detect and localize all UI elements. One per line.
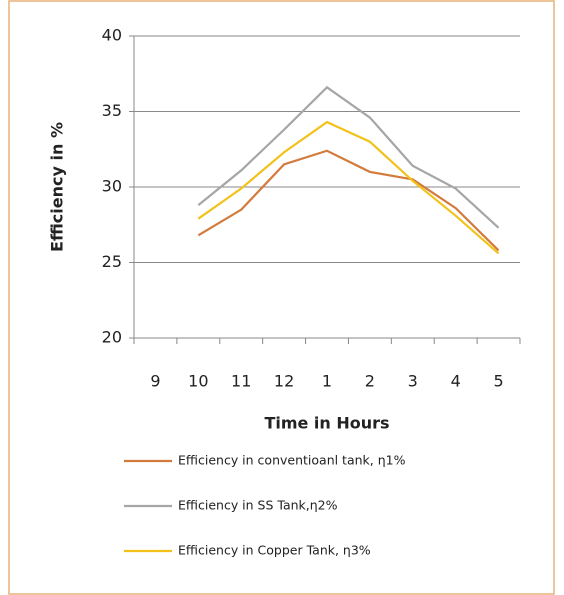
y-axis-title: Efficiency in % <box>48 122 67 252</box>
y-tick-label: 35 <box>102 101 122 120</box>
legend-label: Efficiency in Copper Tank, η3% <box>178 543 371 558</box>
x-tick-label: 5 <box>493 372 503 391</box>
y-tick-label: 40 <box>102 26 122 45</box>
legend-label: Efficiency in SS Tank,η2% <box>178 498 338 513</box>
frame <box>8 0 555 595</box>
x-axis-title: Time in Hours <box>264 414 389 433</box>
series-line <box>197 149 500 252</box>
x-tick-label: 3 <box>408 372 418 391</box>
x-tick-label: 11 <box>231 372 251 391</box>
x-tick-label: 2 <box>365 372 375 391</box>
series-line <box>197 120 500 255</box>
series-line <box>197 85 500 229</box>
y-tick-label: 20 <box>102 328 122 347</box>
x-tick-label: 10 <box>188 372 208 391</box>
y-tick-label: 30 <box>102 177 122 196</box>
x-tick-label: 9 <box>150 372 160 391</box>
legend-label: Efficiency in conventioanl tank, η1% <box>178 453 406 468</box>
x-tick-label: 1 <box>322 372 332 391</box>
y-tick-label: 25 <box>102 252 122 271</box>
x-tick-label: 12 <box>274 372 294 391</box>
x-tick-label: 4 <box>451 372 461 391</box>
